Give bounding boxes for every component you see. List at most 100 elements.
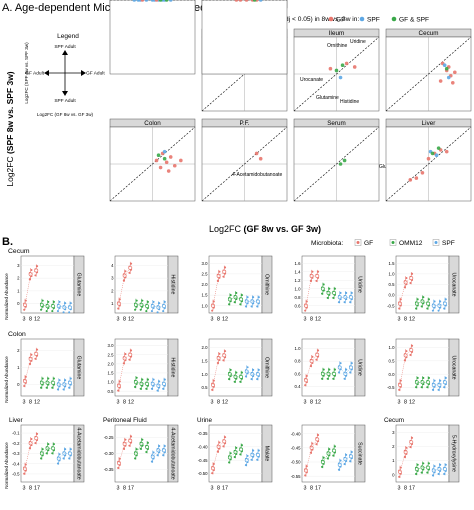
identity-line [293,126,380,202]
y-tick-label: -0.40 [198,444,208,449]
sample-point [427,462,430,465]
sample-point [399,466,402,469]
legend-label-1: SPF [367,17,380,24]
y-tick-label: 1 [111,301,114,306]
sample-point [350,291,353,295]
sample-point [40,386,43,389]
facet-title: Cecum [419,30,439,37]
sample-point [45,310,48,313]
median-marker [409,276,414,281]
sample-point [252,296,255,299]
sample-point [343,301,346,304]
sample-point [411,344,414,347]
sample-point [52,377,55,380]
sample-point [229,294,232,297]
panel-a-xlabel: Log2FC (GF 8w vs. GF 3w) [209,224,321,234]
x-tick-label: 3 [304,486,307,492]
y-tick-label: 0.5 [108,389,115,394]
sample-point [117,466,120,470]
sample-point [244,375,247,378]
sample-point [426,307,429,310]
y-tick-label: 2.5 [108,352,115,357]
sample-point [409,446,412,449]
facet-area [109,0,196,75]
subplot-ornithine: Ornithine 1.0 1.5 2.0 2.5 3.0 3 8 12 [202,255,273,323]
sample-point [68,386,71,389]
panel-b-legend: GF OMM12 SPF [354,239,455,247]
sample-point [222,445,225,448]
sample-point [326,296,329,299]
sample-point [427,376,430,380]
sample-point [45,386,48,389]
data-point [254,151,259,156]
data-point [164,160,169,165]
sample-point [416,298,419,301]
metabolite-label: Ornithine [264,357,270,378]
sample-point [328,368,331,371]
y-tick-label: 3 [17,263,20,268]
key-xlabel: Log2FC (GF 8w vs. GF 3w) [37,112,94,117]
sample-point [56,388,59,391]
sample-point [218,441,221,444]
y-tick-label: 1.0 [202,372,209,377]
sample-point [403,286,406,289]
sample-point [405,277,408,280]
sample-point [315,358,318,361]
sample-point [420,305,423,308]
sample-point [304,384,307,387]
metabolite-strip [448,424,460,483]
sample-point [24,375,27,378]
sample-point [146,378,149,381]
sample-point [134,457,137,460]
data-point [438,79,443,83]
subplot-succinate: Succinate -0.55 -0.50 -0.45 -0.40 3 8 17 [291,424,366,492]
sample-point [333,287,336,290]
sample-point [128,271,131,274]
median-marker [256,299,260,304]
data-point [136,0,141,2]
median-marker [315,437,320,442]
sample-point [216,361,219,365]
sample-point [150,310,153,313]
x-tick-label: 8 [217,486,220,492]
sample-point [117,389,120,392]
sample-point [326,457,329,460]
data-point [162,149,167,154]
median-marker [68,380,72,385]
sample-point [326,377,329,380]
y-tick-label: 2 [111,288,114,293]
sample-point [309,364,312,368]
sample-point [437,388,440,391]
metabolite-label: 5-Hydroxylysine [451,435,457,472]
sample-point [420,386,423,389]
sample-point [309,451,312,454]
sample-point [256,305,259,308]
sample-point [422,296,425,299]
data-point [164,0,169,2]
sample-point [146,441,149,444]
data-point [434,153,439,157]
sample-point [403,455,406,459]
sample-point [345,368,348,371]
sample-point [398,475,401,478]
legend-label-2: SPF [442,240,455,247]
sample-point [222,359,225,362]
data-point [414,176,419,180]
sample-point [58,379,61,382]
row-ylabel: Normalized Abundance [4,356,9,403]
median-marker [239,447,244,452]
facet-urine: UrineSuccinateMalate [201,0,458,75]
sample-point [68,311,71,314]
x-tick-label: 12 [409,317,415,323]
sample-point [315,279,318,282]
subplot-title: Cecum [384,417,404,424]
sample-point [28,447,31,450]
sample-point [150,460,153,463]
x-tick-label: 12 [34,317,40,323]
y-tick-label: 3.0 [108,343,115,348]
y-tick-label: -0.3 [12,451,20,456]
metabolite-label: Ornithine [264,274,270,295]
